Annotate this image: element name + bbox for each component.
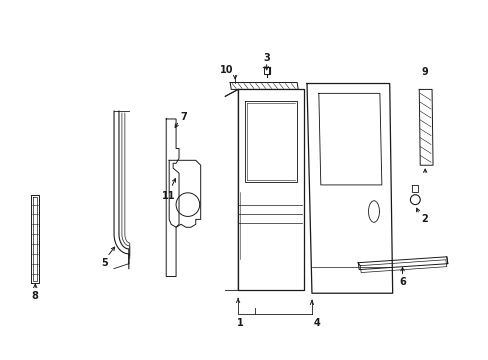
Text: 10: 10 (219, 65, 233, 75)
Text: 6: 6 (398, 278, 405, 287)
Text: 9: 9 (421, 67, 427, 77)
Text: 5: 5 (101, 258, 107, 268)
Text: 7: 7 (180, 112, 187, 122)
Text: 2: 2 (420, 215, 427, 224)
Text: 1: 1 (236, 318, 243, 328)
Text: 11: 11 (161, 191, 175, 201)
Text: 8: 8 (32, 291, 39, 301)
Text: 3: 3 (263, 53, 269, 63)
Text: 4: 4 (313, 318, 320, 328)
